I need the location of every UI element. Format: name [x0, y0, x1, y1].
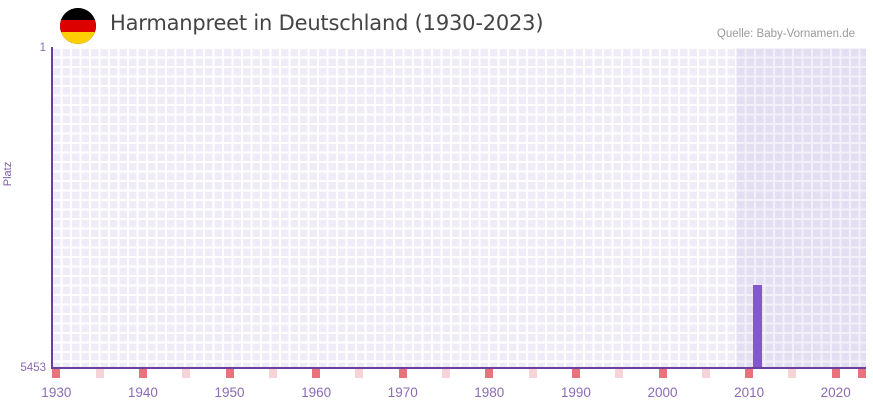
x-tick-major — [831, 369, 840, 378]
source-attribution: Quelle: Baby-Vornamen.de — [716, 28, 855, 40]
bar — [753, 285, 763, 368]
flag-band-red — [60, 19, 96, 32]
x-tick-major — [52, 369, 61, 378]
x-tick-label: 1960 — [301, 385, 332, 400]
y-axis-title: Platz — [2, 161, 14, 187]
x-tick-label: 2000 — [647, 385, 678, 400]
x-tick-major — [571, 369, 580, 378]
y-tick-label-bottom: 5453 — [20, 362, 46, 374]
y-tick-label-top: 1 — [39, 42, 46, 54]
x-tick-label: 1970 — [387, 385, 418, 400]
x-tick-major — [398, 369, 407, 378]
x-tick-major — [225, 369, 234, 378]
x-tick-label: 1980 — [474, 385, 505, 400]
x-tick-minor — [268, 369, 277, 378]
x-tick-major — [485, 369, 494, 378]
plot-area — [52, 48, 866, 368]
x-tick-minor — [355, 369, 364, 378]
german-flag-icon — [60, 8, 96, 44]
x-tick-label: 2010 — [734, 385, 765, 400]
flag-band-gold — [60, 31, 96, 44]
x-tick-label: 2020 — [820, 385, 851, 400]
gridlines — [52, 48, 866, 368]
x-tick-label: 1950 — [214, 385, 245, 400]
x-tick-minor — [701, 369, 710, 378]
x-tick-minor — [788, 369, 797, 378]
x-tick-label: 1990 — [560, 385, 591, 400]
y-axis-line — [51, 47, 53, 369]
chart-title: Harmanpreet in Deutschland (1930-2023) — [110, 11, 544, 35]
x-tick-label: 1940 — [127, 385, 158, 400]
x-tick-major — [857, 369, 866, 378]
x-tick-minor — [615, 369, 624, 378]
x-tick-minor — [182, 369, 191, 378]
x-tick-major — [745, 369, 754, 378]
x-tick-label: 1930 — [41, 385, 72, 400]
flag-band-black — [60, 8, 96, 20]
x-tick-minor — [442, 369, 450, 378]
x-tick-minor — [528, 369, 537, 378]
x-tick-major — [312, 369, 321, 378]
x-tick-major — [138, 369, 147, 378]
x-axis-line — [51, 367, 866, 369]
x-tick-minor — [95, 369, 104, 378]
x-tick-major — [658, 369, 667, 378]
